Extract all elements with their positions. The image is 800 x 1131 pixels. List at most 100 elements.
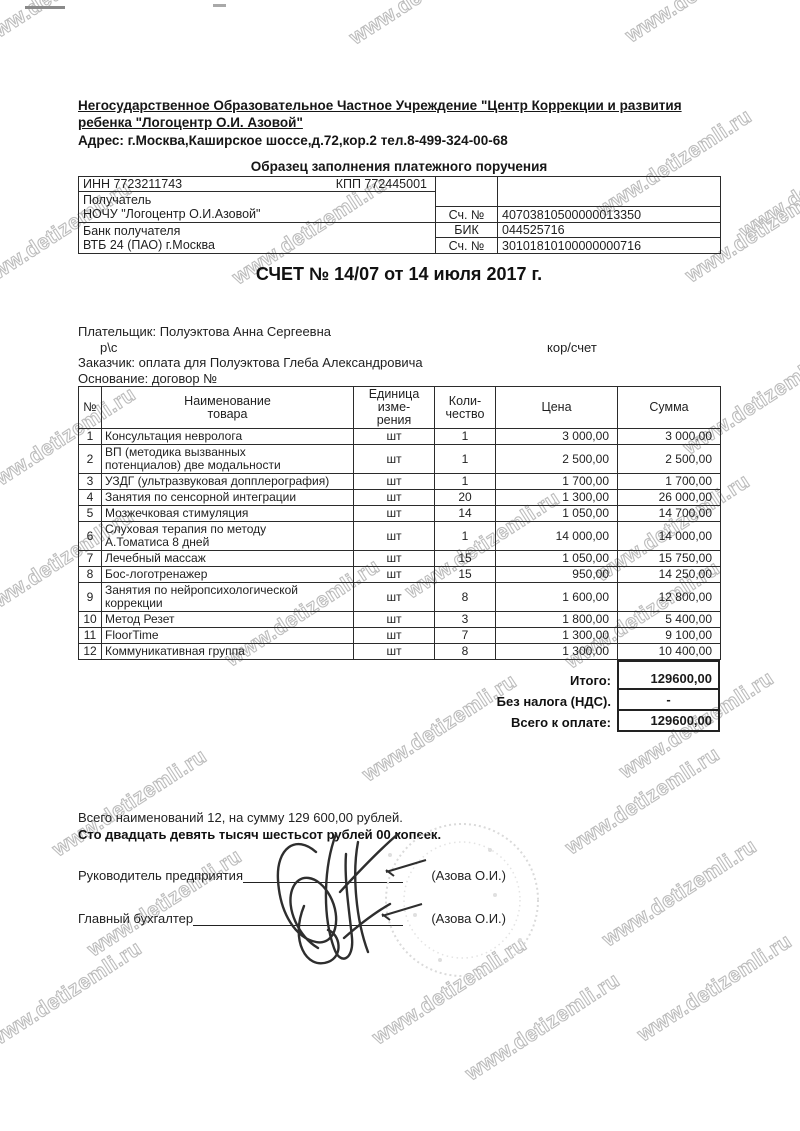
item-name: Занятия по нейропсихологической коррекци… — [101, 582, 354, 612]
item-unit: шт — [353, 582, 435, 612]
item-name: Бос-логотренажер — [101, 566, 354, 583]
item-num: 7 — [78, 550, 102, 567]
director-name: (Азова О.И.) — [431, 868, 506, 883]
org-name-line1: Негосударственное Образовательное Частно… — [78, 98, 682, 113]
bik-number: 044525716 — [497, 222, 721, 238]
item-price: 1 050,00 — [495, 550, 618, 567]
items-tbody: 1 Консультация невролога шт 1 3 000,00 3… — [78, 428, 721, 660]
item-qty: 15 — [434, 566, 496, 583]
items-summary-line: Всего наименований 12, на сумму 129 600,… — [78, 810, 403, 825]
corr-account-number: 30101810100000000716 — [497, 237, 721, 254]
item-name: ВП (методика вызванных потенциалов) две … — [101, 444, 354, 474]
accountant-signature-row: Главный бухгалтер (Азова О.И.) — [78, 911, 506, 926]
recipient-label: Получатель — [83, 193, 152, 207]
item-qty: 1 — [434, 473, 496, 490]
item-qty: 8 — [434, 643, 496, 660]
itogo-label: Итого: — [570, 673, 611, 688]
basis-line: Основание: договор № — [78, 371, 218, 386]
table-row: 9 Занятия по нейропсихологической коррек… — [78, 582, 721, 612]
accountant-signature-line — [193, 911, 404, 926]
item-price: 950,00 — [495, 566, 618, 583]
item-num: 4 — [78, 489, 102, 506]
col-header-price: Цена — [495, 386, 618, 429]
corr-account-label: Сч. № — [435, 237, 498, 254]
item-sum: 5 400,00 — [617, 611, 721, 628]
item-num: 9 — [78, 582, 102, 612]
item-unit: шт — [353, 550, 435, 567]
table-row: 6 Слуховая терапия по методу А.Томатиса … — [78, 521, 721, 551]
item-qty: 1 — [434, 428, 496, 445]
table-row: 3 УЗДГ (ультразвуковая допплерография) ш… — [78, 473, 721, 490]
itogo-value: 129600,00 — [617, 660, 720, 690]
rs-label: р\с — [100, 340, 118, 355]
item-qty: 1 — [434, 521, 496, 551]
item-name: Лечебный массаж — [101, 550, 354, 567]
item-num: 11 — [78, 627, 102, 644]
col-header-sum: Сумма — [617, 386, 721, 429]
item-unit: шт — [353, 444, 435, 474]
item-unit: шт — [353, 473, 435, 490]
item-sum: 1 700,00 — [617, 473, 721, 490]
items-section: № Наименование товара Единица изме- рени… — [78, 386, 721, 732]
empty-cell — [435, 176, 498, 207]
signature-icon — [276, 832, 400, 965]
item-price: 1 300,00 — [495, 643, 618, 660]
item-qty: 14 — [434, 505, 496, 522]
director-signature-line — [243, 868, 404, 883]
items-table: № Наименование товара Единица изме- рени… — [78, 386, 721, 660]
item-sum: 10 400,00 — [617, 643, 721, 660]
bank-details-table: ИНН 7723211743 КПП 772445001 Получатель … — [78, 176, 721, 254]
item-qty: 20 — [434, 489, 496, 506]
item-unit: шт — [353, 627, 435, 644]
col-header-num: № — [78, 386, 102, 429]
item-unit: шт — [353, 428, 435, 445]
customer-line: Заказчик: оплата для Полуэктова Глеба Ал… — [78, 355, 423, 370]
total-value: 129600,00 — [617, 709, 720, 732]
account-number: 40703810500000013350 — [497, 206, 721, 223]
table-row: 7 Лечебный массаж шт 15 1 050,00 15 750,… — [78, 550, 721, 567]
item-unit: шт — [353, 611, 435, 628]
item-price: 2 500,00 — [495, 444, 618, 474]
item-price: 1 700,00 — [495, 473, 618, 490]
item-num: 3 — [78, 473, 102, 490]
item-sum: 14 250,00 — [617, 566, 721, 583]
payment-sample-title: Образец заполнения платежного поручения — [250, 159, 548, 174]
item-sum: 3 000,00 — [617, 428, 721, 445]
item-num: 10 — [78, 611, 102, 628]
item-num: 1 — [78, 428, 102, 445]
stamp-icon — [385, 823, 539, 977]
item-qty: 7 — [434, 627, 496, 644]
inn-kpp-cell: ИНН 7723211743 КПП 772445001 — [78, 176, 436, 192]
item-sum: 12 800,00 — [617, 582, 721, 612]
item-name: УЗДГ (ультразвуковая допплерография) — [101, 473, 354, 490]
item-price: 1 050,00 — [495, 505, 618, 522]
table-row: 10 Метод Резет шт 3 1 800,00 5 400,00 — [78, 611, 721, 628]
item-name: FloorTime — [101, 627, 354, 644]
item-unit: шт — [353, 521, 435, 551]
item-name: Консультация невролога — [101, 428, 354, 445]
item-unit: шт — [353, 505, 435, 522]
scan-artifact — [25, 6, 65, 9]
item-name: Коммуникативная группа — [101, 643, 354, 660]
item-sum: 15 750,00 — [617, 550, 721, 567]
recipient-name: НОЧУ "Логоцентр О.И.Азовой" — [83, 207, 261, 221]
org-name-line2: ребенка "Логоцентр О.И. Азовой" — [78, 115, 303, 130]
item-qty: 15 — [434, 550, 496, 567]
item-price: 1 600,00 — [495, 582, 618, 612]
table-row: 8 Бос-логотренажер шт 15 950,00 14 250,0… — [78, 566, 721, 583]
table-row: 1 Консультация невролога шт 1 3 000,00 3… — [78, 428, 721, 445]
item-qty: 8 — [434, 582, 496, 612]
invoice-title: СЧЕТ № 14/07 от 14 июля 2017 г. — [255, 264, 543, 284]
payer-line: Плательщик: Полуэктова Анна Сергеевна — [78, 324, 331, 339]
item-qty: 1 — [434, 444, 496, 474]
empty-cell — [497, 176, 721, 207]
col-header-unit: Единица изме- рения — [353, 386, 435, 429]
kpp-value: КПП 772445001 — [335, 177, 427, 191]
item-name: Метод Резет — [101, 611, 354, 628]
item-price: 1 800,00 — [495, 611, 618, 628]
item-qty: 3 — [434, 611, 496, 628]
item-num: 8 — [78, 566, 102, 583]
item-name: Мозжечковая стимуляция — [101, 505, 354, 522]
